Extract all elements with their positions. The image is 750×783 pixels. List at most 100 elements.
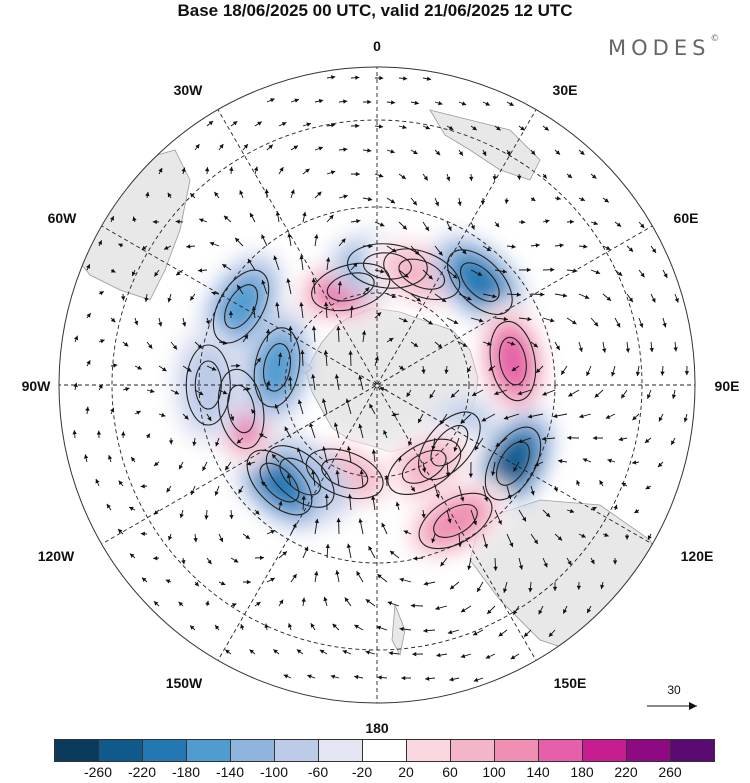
wind-arrow	[98, 383, 103, 391]
wind-arrow	[242, 334, 249, 343]
wind-arrow	[381, 522, 388, 535]
reference-vector: 30	[647, 683, 697, 710]
wind-arrow	[205, 317, 210, 325]
wind-arrow	[517, 389, 532, 396]
wind-arrow	[344, 597, 352, 607]
wind-arrow	[350, 218, 361, 224]
wind-arrow	[229, 509, 234, 520]
wind-arrow	[494, 125, 501, 131]
wind-arrow	[145, 433, 151, 439]
wind-arrow	[407, 437, 413, 446]
anomaly-blob	[454, 257, 505, 308]
wind-arrow	[422, 221, 430, 232]
anomaly-contour	[279, 457, 321, 496]
wind-arrow	[358, 375, 364, 391]
wind-arrow	[218, 143, 224, 151]
wind-arrow	[153, 600, 160, 607]
wind-arrow	[206, 413, 212, 422]
wind-arrow	[311, 326, 317, 343]
wind-arrow	[73, 335, 79, 343]
wind-arrow	[458, 149, 464, 157]
wind-arrow	[434, 149, 441, 156]
wind-arrow	[386, 245, 397, 253]
wind-arrow	[449, 581, 460, 590]
wind-arrow	[518, 219, 526, 225]
wind-arrow	[552, 413, 568, 419]
anomaly-contour	[227, 384, 256, 434]
wind-arrow	[674, 293, 679, 303]
wind-arrow	[670, 437, 676, 446]
wind-arrow	[311, 470, 316, 487]
wind-arrow	[299, 302, 304, 319]
colorbar-swatch	[319, 740, 363, 761]
wind-arrow	[458, 101, 467, 106]
map-title: Base 18/06/2025 00 UTC, valid 21/06/2025…	[177, 1, 573, 20]
wind-arrow	[613, 504, 618, 511]
wind-arrow	[230, 363, 241, 368]
wind-arrow	[493, 557, 498, 571]
colorbar-tick-label: -20	[351, 764, 373, 780]
wind-arrow	[290, 145, 299, 151]
wind-arrow	[516, 173, 522, 180]
wind-arrow	[371, 449, 377, 463]
wind-arrow	[528, 581, 533, 593]
wind-arrow	[530, 292, 545, 297]
wind-arrow	[230, 413, 235, 421]
wind-arrow	[553, 485, 558, 492]
label-60w: 60W	[48, 210, 78, 226]
wind-arrow	[358, 518, 364, 535]
wind-arrow	[189, 192, 196, 199]
wind-arrow	[422, 125, 431, 130]
wind-arrow	[238, 485, 244, 494]
wind-arrow	[194, 341, 203, 349]
wind-arrow	[350, 123, 360, 129]
wind-arrow	[254, 121, 263, 127]
wind-arrow	[362, 148, 372, 153]
wind-arrow	[297, 399, 304, 415]
wind-arrow	[178, 601, 184, 607]
wind-arrow	[494, 316, 508, 322]
wind-arrow	[446, 173, 451, 182]
wind-arrow	[301, 495, 306, 511]
wind-arrow	[218, 340, 228, 346]
wind-arrow	[548, 629, 556, 638]
colorbar-tick-label: -180	[171, 764, 201, 780]
wind-arrow	[197, 268, 208, 273]
wind-arrow	[446, 269, 458, 279]
wind-arrow	[398, 76, 408, 81]
wind-arrow	[311, 278, 317, 295]
anomaly-contours	[185, 243, 542, 550]
wind-arrow	[386, 337, 394, 343]
wind-arrow	[153, 555, 160, 561]
wind-arrow	[458, 485, 465, 502]
map-boundary	[58, 66, 696, 704]
wind-arrow	[566, 557, 572, 566]
wind-arrow	[683, 413, 688, 423]
anomaly-contour	[259, 462, 300, 503]
wind-arrow	[599, 480, 604, 487]
wind-arrow	[422, 461, 427, 473]
wind-arrow	[602, 293, 612, 302]
wind-arrow	[287, 233, 292, 247]
wind-arrow	[278, 121, 287, 127]
wind-arrow	[542, 317, 555, 323]
colorbar-swatch	[407, 740, 451, 761]
wind-arrow	[362, 196, 373, 202]
wind-arrow	[192, 437, 197, 447]
wind-arrow	[140, 484, 148, 489]
wind-arrow	[218, 389, 228, 395]
wind-arrow	[224, 461, 232, 471]
wind-arrow	[554, 341, 561, 351]
wind-arrow	[214, 191, 220, 199]
wind-arrow	[397, 456, 402, 463]
wind-arrow	[362, 287, 370, 295]
wind-arrow	[338, 99, 348, 104]
wind-arrow	[205, 167, 210, 175]
wind-arrow	[410, 149, 418, 155]
wind-arrow	[605, 413, 616, 419]
wind-arrow	[230, 120, 238, 127]
wind-arrow	[254, 509, 260, 515]
wind-arrow	[266, 380, 271, 391]
wind-arrow	[388, 651, 400, 656]
wind-arrow	[412, 651, 424, 657]
